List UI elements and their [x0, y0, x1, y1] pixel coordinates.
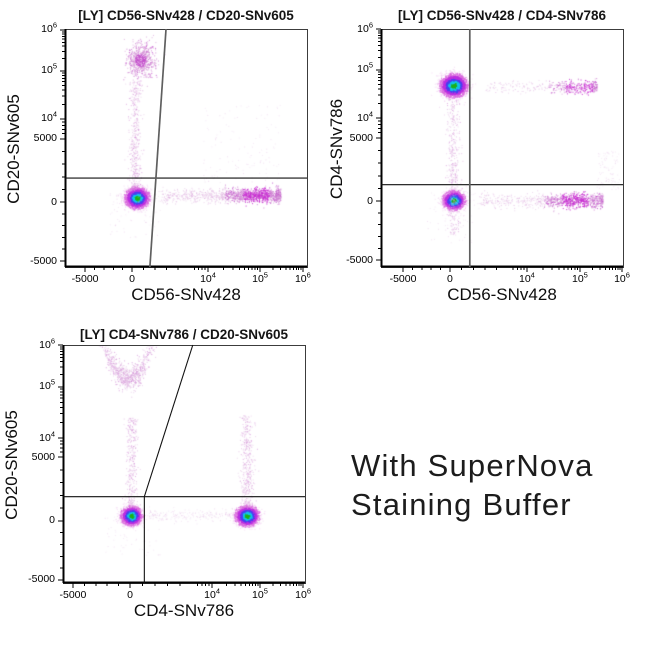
plot-border	[381, 29, 624, 268]
x-axis-label: CD4-SNv786	[133, 601, 235, 620]
y-axis-tick-label: 104	[357, 109, 373, 124]
plot-frame	[60, 28, 308, 272]
flow-plot-cd56-vs-cd20: [LY] CD56-SNv428 / CD20-SNv605 CD20-SNv6…	[0, 0, 324, 324]
y-axis-tick-label: 0	[51, 195, 57, 208]
x-axis-tick-label: 106	[614, 270, 630, 285]
x-axis-tick-label: 0	[447, 273, 453, 285]
x-axis-tick-label: 105	[252, 586, 268, 601]
x-axis-tick-label: 0	[129, 273, 135, 285]
y-axis-tick-label: 0	[49, 514, 55, 527]
x-axis-tick-label: 104	[200, 270, 216, 285]
y-axis-tick-label: -5000	[346, 253, 373, 266]
y-axis-tick-label: -5000	[30, 254, 57, 267]
flow-plot-cd4-vs-cd20: [LY] CD4-SNv786 / CD20-SNv605 CD20-SNv60…	[0, 324, 324, 648]
x-axis-tick-label: 0	[127, 589, 133, 601]
y-axis-tick-label: 106	[39, 336, 55, 351]
scatter-canvas	[381, 29, 623, 267]
x-axis-tick-label: -5000	[59, 589, 87, 601]
plot-border	[65, 29, 308, 268]
x-axis-tick-label: 104	[204, 586, 220, 601]
plot-title: [LY] CD56-SNv428 / CD20-SNv605	[78, 8, 294, 23]
scatter-canvas	[63, 345, 305, 583]
y-axis-tick-label: 105	[357, 60, 373, 76]
plot-frame	[58, 344, 306, 588]
caption-text: With SuperNova Staining Buffer	[351, 448, 594, 522]
x-axis-tick-label: 106	[294, 270, 311, 285]
y-axis-tick-label: 104	[39, 429, 55, 444]
y-axis-tick-label: 5000	[349, 131, 373, 144]
x-axis-tick-label: -5000	[71, 273, 99, 285]
y-axis-tick-label: 104	[41, 109, 57, 125]
plot-border	[63, 345, 306, 584]
x-axis-label: CD56-SNv428	[447, 285, 557, 304]
x-axis-tick-label: 105	[571, 270, 588, 285]
x-axis-tick-label: 105	[252, 270, 268, 285]
x-axis-tick-label: -5000	[389, 273, 417, 285]
x-axis-tick-label: 104	[518, 270, 535, 285]
scatter-canvas	[65, 29, 307, 267]
y-axis-tick-label: 106	[357, 20, 373, 35]
y-axis-tick-label: -5000	[28, 573, 55, 586]
y-axis-tick-label: 0	[367, 194, 373, 207]
plot-line	[149, 28, 167, 268]
y-axis-tick-label: 105	[41, 61, 57, 77]
flow-plot-cd56-vs-cd4: [LY] CD56-SNv428 / CD4-SNv786 CD4-SNv786…	[324, 0, 648, 324]
x-axis-tick-label: 106	[295, 586, 311, 601]
y-axis-tick-label: 5000	[33, 132, 57, 145]
x-axis-label: CD56-SNv428	[131, 285, 241, 304]
plot-line	[143, 344, 194, 497]
y-axis-tick-label: 106	[41, 20, 57, 36]
plot-frame	[376, 28, 624, 272]
plot-title: [LY] CD4-SNv786 / CD20-SNv605	[79, 327, 289, 342]
plot-title: [LY] CD56-SNv428 / CD4-SNv786	[397, 8, 607, 23]
y-axis-tick-label: 5000	[31, 450, 55, 463]
y-axis-tick-label: 105	[39, 377, 55, 393]
